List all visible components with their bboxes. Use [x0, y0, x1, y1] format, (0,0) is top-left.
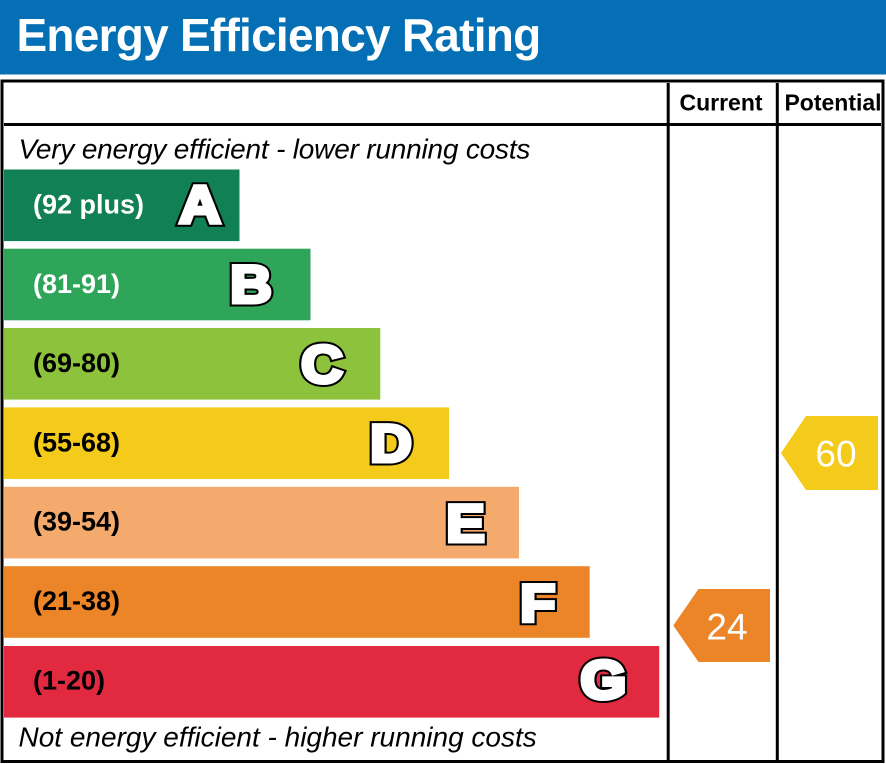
svg-text:A: A — [179, 175, 221, 234]
svg-text:B: B — [230, 255, 272, 314]
svg-text:Very energy efficient - lower: Very energy efficient - lower running co… — [19, 134, 531, 165]
svg-text:C: C — [301, 335, 343, 394]
svg-text:(92 plus): (92 plus) — [33, 190, 144, 220]
svg-text:(39-54): (39-54) — [33, 507, 120, 537]
svg-text:Not energy efficient - higher: Not energy efficient - higher running co… — [19, 722, 537, 753]
svg-text:F: F — [520, 574, 555, 633]
svg-text:F: F — [520, 574, 555, 633]
svg-text:(81-91): (81-91) — [33, 269, 120, 299]
svg-text:A: A — [179, 175, 221, 234]
svg-text:(1-20): (1-20) — [33, 665, 105, 695]
svg-text:24: 24 — [706, 607, 747, 648]
svg-text:D: D — [370, 414, 412, 473]
svg-text:(69-80): (69-80) — [33, 348, 120, 378]
svg-text:B: B — [230, 255, 272, 314]
svg-text:D: D — [370, 414, 412, 473]
svg-text:G: G — [581, 650, 626, 709]
svg-text:C: C — [301, 335, 343, 394]
svg-text:Current: Current — [679, 90, 762, 116]
svg-text:60: 60 — [815, 434, 856, 475]
svg-text:Potential: Potential — [784, 90, 881, 116]
svg-text:E: E — [446, 494, 485, 553]
svg-text:G: G — [581, 650, 626, 709]
svg-text:(55-68): (55-68) — [33, 427, 120, 457]
svg-text:(21-38): (21-38) — [33, 586, 120, 616]
svg-text:Energy Efficiency Rating: Energy Efficiency Rating — [17, 9, 541, 61]
svg-text:E: E — [446, 494, 485, 553]
